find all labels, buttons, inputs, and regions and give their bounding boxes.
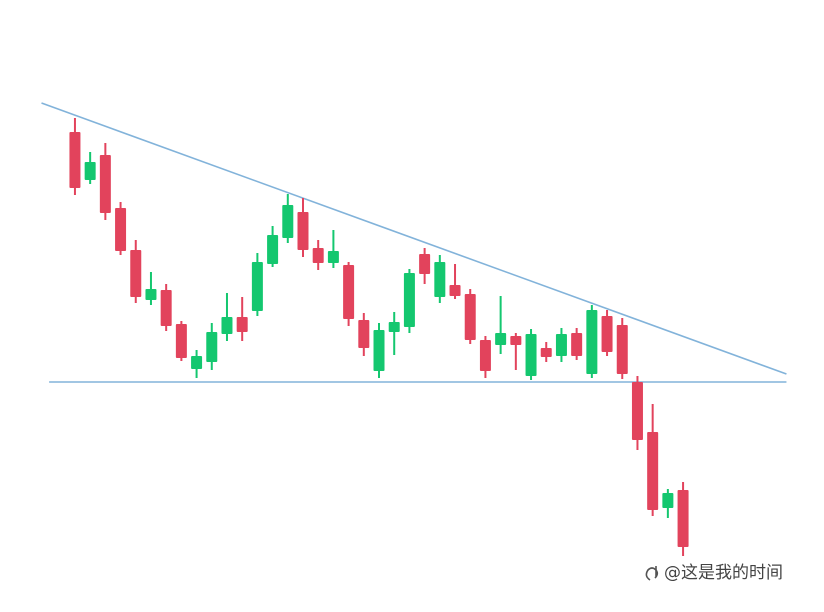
candle-body [662,493,674,508]
candle-body [297,212,309,250]
candle-body [327,251,339,263]
candle-body [312,248,324,263]
candle-body [282,205,294,238]
candle-body [647,432,659,510]
candle-body [130,250,142,297]
candle-body [631,382,643,440]
candle-body [175,324,187,358]
candle-body [84,162,96,180]
candle-body [601,316,613,352]
candle-body [206,332,218,362]
candle-body [449,285,461,296]
candle-body [510,336,522,345]
candle-body [616,325,628,374]
candle-body [115,208,127,251]
candle-body [99,155,111,213]
candle-body [571,333,583,356]
candle-body [160,290,172,326]
candle-body [191,356,203,369]
candle-body [479,340,491,371]
watermark: @这是我的时间 [664,563,783,583]
candle-body [221,317,233,334]
candle-body [373,330,385,371]
candle-body [586,310,598,374]
candle-body [69,132,81,188]
candle-body [358,320,370,348]
candle-body [555,334,567,356]
watermark-icon [645,566,659,581]
trend-line [41,102,787,375]
candle-body [434,262,446,297]
candle-body [540,348,552,357]
candle-body [464,294,476,340]
candle-body [236,317,248,332]
candle-body [677,490,689,547]
candle-body [403,273,415,327]
candle-body [495,333,507,345]
candle-body [419,254,431,274]
candle-body [525,334,537,376]
candle-body [251,262,263,311]
candle-body [388,322,400,332]
candle-body [267,235,279,264]
candle-body [343,265,355,319]
candle-body [145,289,157,300]
